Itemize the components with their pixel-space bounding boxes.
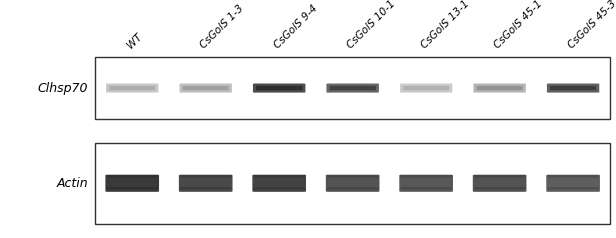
FancyBboxPatch shape <box>550 86 596 90</box>
FancyBboxPatch shape <box>330 86 376 90</box>
FancyBboxPatch shape <box>400 175 452 178</box>
FancyBboxPatch shape <box>548 175 599 178</box>
FancyBboxPatch shape <box>399 175 453 192</box>
FancyBboxPatch shape <box>256 86 302 90</box>
FancyBboxPatch shape <box>474 187 525 189</box>
FancyBboxPatch shape <box>400 187 452 189</box>
FancyBboxPatch shape <box>180 187 231 189</box>
FancyBboxPatch shape <box>179 175 232 192</box>
FancyBboxPatch shape <box>179 84 232 93</box>
FancyBboxPatch shape <box>109 86 155 90</box>
Text: CsGolS 9-4: CsGolS 9-4 <box>272 3 319 50</box>
Text: WT: WT <box>125 31 144 50</box>
FancyBboxPatch shape <box>547 84 599 93</box>
Text: Clhsp70: Clhsp70 <box>38 82 88 94</box>
FancyBboxPatch shape <box>253 175 306 192</box>
Text: CsGolS 10-1: CsGolS 10-1 <box>346 0 397 50</box>
Text: CsGolS 45-3: CsGolS 45-3 <box>566 0 616 50</box>
FancyBboxPatch shape <box>474 175 525 178</box>
FancyBboxPatch shape <box>548 187 599 189</box>
FancyBboxPatch shape <box>327 187 378 189</box>
FancyBboxPatch shape <box>182 86 229 90</box>
Text: CsGolS 13-1: CsGolS 13-1 <box>419 0 471 50</box>
FancyBboxPatch shape <box>105 175 159 192</box>
FancyBboxPatch shape <box>473 175 527 192</box>
FancyBboxPatch shape <box>106 84 158 93</box>
Bar <box>95 143 610 224</box>
FancyBboxPatch shape <box>477 86 523 90</box>
FancyBboxPatch shape <box>180 175 231 178</box>
FancyBboxPatch shape <box>254 175 305 178</box>
Text: Actin: Actin <box>57 177 88 190</box>
FancyBboxPatch shape <box>474 84 526 93</box>
FancyBboxPatch shape <box>327 175 378 178</box>
FancyBboxPatch shape <box>107 175 158 178</box>
Bar <box>95 57 610 119</box>
Text: CsGolS 45-1: CsGolS 45-1 <box>493 0 545 50</box>
FancyBboxPatch shape <box>326 175 379 192</box>
FancyBboxPatch shape <box>400 84 452 93</box>
FancyBboxPatch shape <box>107 187 158 189</box>
FancyBboxPatch shape <box>326 84 379 93</box>
FancyBboxPatch shape <box>546 175 600 192</box>
FancyBboxPatch shape <box>254 187 305 189</box>
Text: CsGolS 1-3: CsGolS 1-3 <box>198 3 246 50</box>
FancyBboxPatch shape <box>403 86 449 90</box>
FancyBboxPatch shape <box>253 84 306 93</box>
